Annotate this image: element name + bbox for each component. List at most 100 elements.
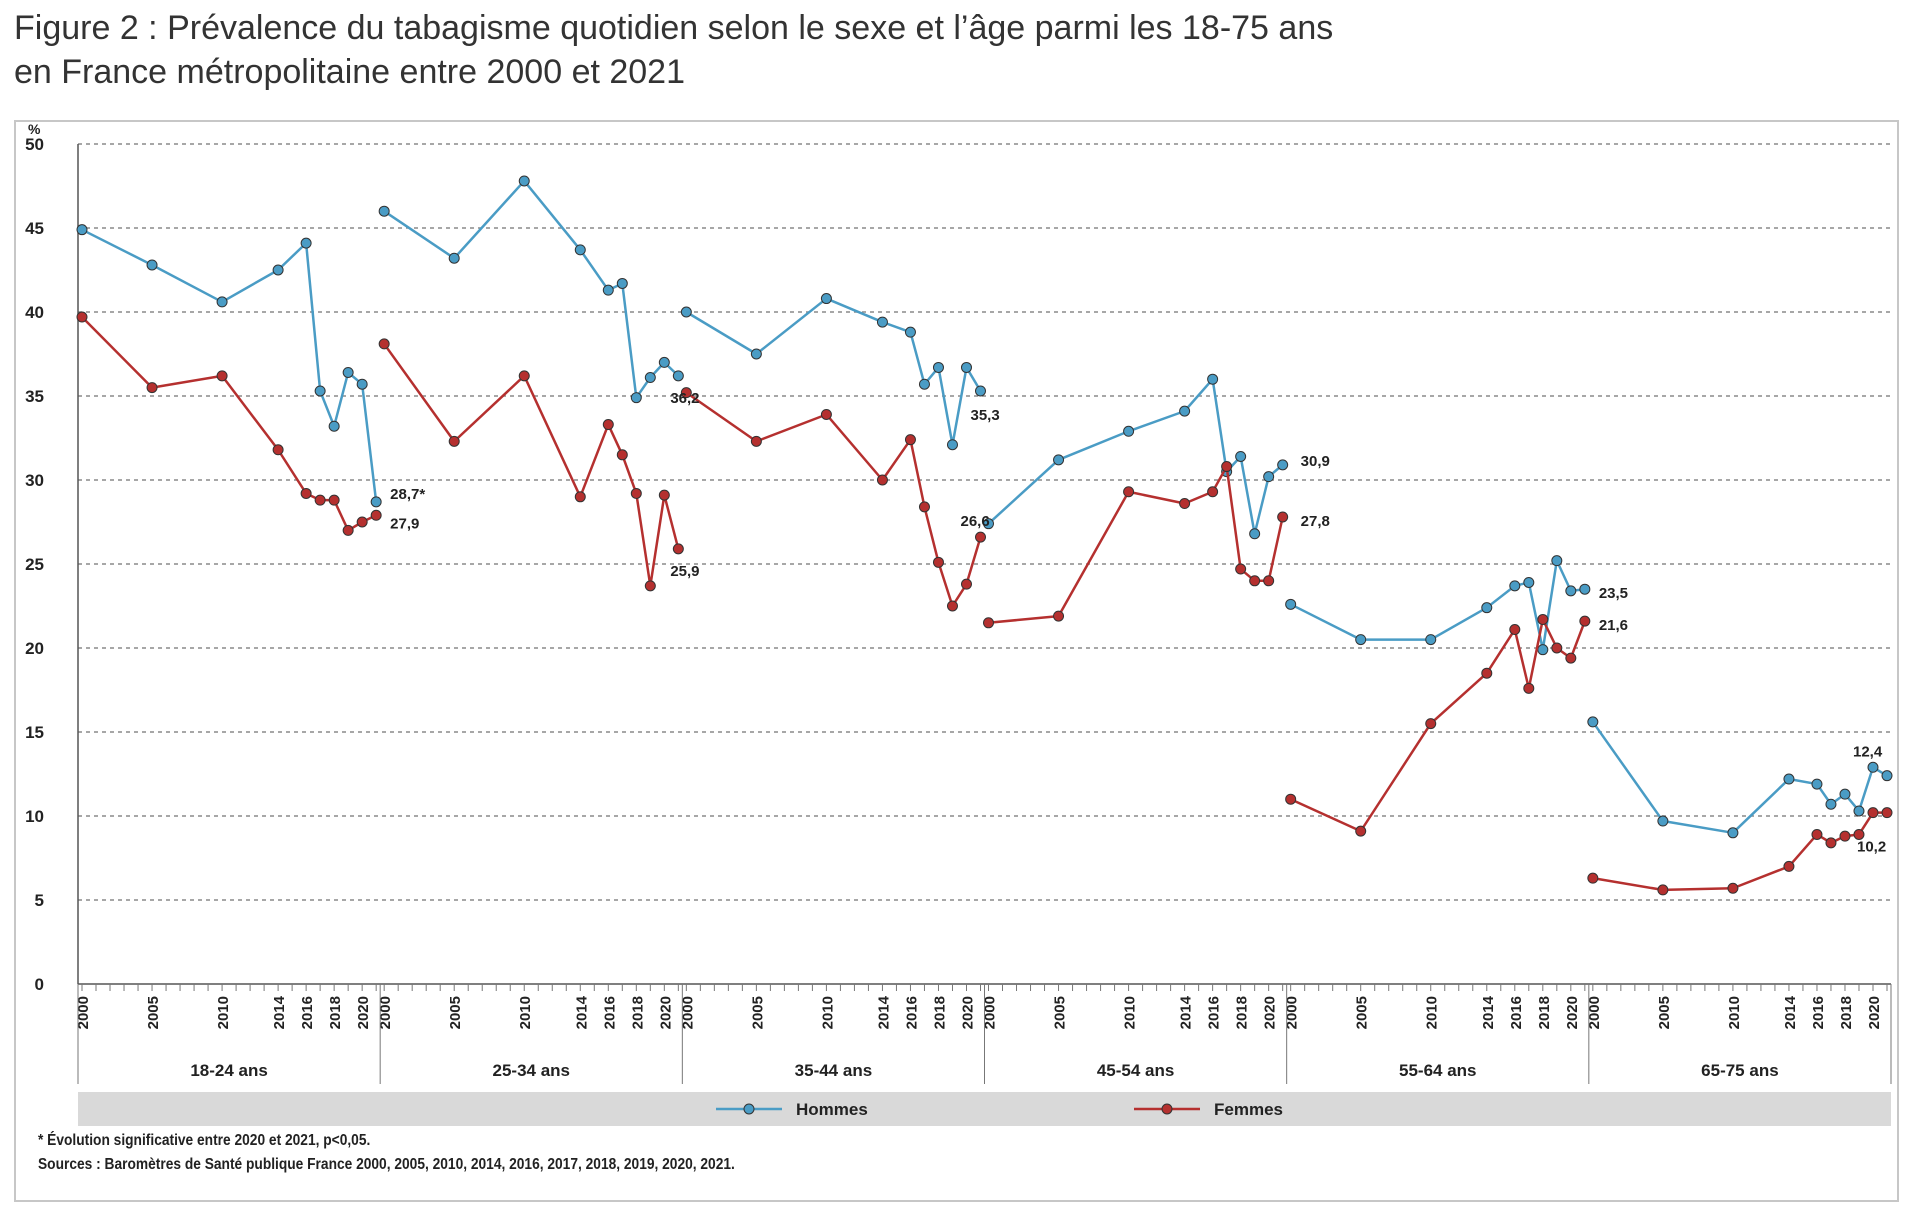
data-point-hommes [146, 259, 158, 271]
x-tick-label: 2014 [875, 995, 892, 1029]
data-point-hommes [1355, 634, 1367, 646]
data-point-hommes [680, 306, 692, 318]
data-point-femmes [574, 491, 586, 503]
data-point-femmes [1249, 575, 1261, 587]
data-point-femmes [1825, 837, 1837, 849]
data-point-hommes [1537, 644, 1549, 656]
data-point-hommes [1207, 373, 1219, 385]
data-point-hommes [644, 372, 656, 384]
data-point-hommes [630, 392, 642, 404]
data-point-hommes [370, 496, 382, 508]
data-point-hommes [602, 284, 614, 296]
data-point-hommes [1263, 471, 1275, 483]
data-point-femmes [1481, 667, 1493, 679]
data-label: 26,6 [961, 513, 990, 530]
series-line-femmes [685, 391, 982, 608]
data-point-hommes [1783, 773, 1795, 785]
data-point-femmes [1285, 793, 1297, 805]
x-tick-label: 2000 [982, 996, 999, 1029]
data-point-hommes [983, 518, 994, 530]
y-tick-label: 35 [25, 387, 44, 406]
x-tick-label: 2005 [1052, 996, 1069, 1029]
legend-band [78, 1092, 1891, 1126]
legend-label-femmes: Femmes [1214, 1100, 1283, 1119]
x-tick-label: 2010 [1726, 996, 1743, 1029]
data-point-hommes [960, 361, 972, 373]
data-point-femmes [1587, 872, 1599, 884]
data-point-femmes [876, 474, 888, 486]
x-tick-label: 2010 [819, 996, 836, 1029]
data-point-femmes [146, 382, 158, 394]
data-point-hommes [1587, 716, 1599, 728]
data-point-femmes [448, 435, 460, 447]
data-point-femmes [750, 435, 762, 447]
y-tick-label: 25 [25, 555, 44, 574]
series-line-femmes [1592, 811, 1887, 892]
data-point-femmes [658, 489, 670, 501]
data-point-femmes [1783, 860, 1795, 872]
x-tick-label: 2000 [1284, 996, 1301, 1029]
legend-label-hommes: Hommes [796, 1100, 868, 1119]
series-line-hommes [1290, 559, 1585, 651]
figure-title: Figure 2 : Prévalence du tabagisme quoti… [14, 6, 1333, 94]
x-tick-label: 2014 [271, 995, 288, 1029]
group-label: 65-75 ans [1701, 1061, 1779, 1080]
chart-frame: % 0 5 10 15 20 25 30 35 40 45 50 2000 2005 2010 2014 201… [14, 120, 1899, 1202]
data-point-femmes [216, 370, 228, 382]
y-tick-label: 40 [25, 303, 44, 322]
data-point-femmes [1509, 624, 1521, 636]
data-point-hommes [1179, 405, 1191, 417]
footnote-sources: Sources : Baromètres de Santé publique F… [38, 1156, 735, 1173]
data-point-femmes [1579, 615, 1591, 627]
group-label: 35-44 ans [795, 1061, 873, 1080]
y-tick-label: 20 [25, 639, 44, 658]
data-point-hommes [448, 252, 460, 264]
data-point-femmes [904, 434, 916, 446]
y-tick-label: 5 [35, 891, 44, 910]
series-line-femmes [988, 465, 1284, 625]
series-line-hommes [987, 377, 1284, 536]
data-point-femmes [616, 449, 628, 461]
x-tick-label: 2005 [145, 996, 162, 1029]
data-point-hommes [616, 277, 628, 289]
x-tick-label: 2020 [1262, 996, 1279, 1029]
data-label: 35,3 [971, 407, 1000, 424]
series-line-hommes [1591, 721, 1888, 835]
group-label: 45-54 ans [1097, 1061, 1175, 1080]
data-point-femmes [1839, 830, 1851, 842]
data-label: 23,5 [1599, 585, 1628, 602]
data-point-hommes [1811, 778, 1823, 790]
x-tick-label: 2016 [1810, 996, 1827, 1029]
data-point-hommes [1565, 585, 1577, 597]
x-tick-label: 2020 [355, 996, 372, 1029]
data-point-femmes [975, 531, 986, 543]
data-point-femmes [1425, 718, 1437, 730]
data-point-femmes [328, 494, 340, 506]
data-point-hommes [1481, 602, 1493, 614]
x-tick-label: 2010 [1122, 996, 1139, 1029]
x-tick-label: 2010 [517, 996, 534, 1029]
data-point-femmes [518, 370, 530, 382]
x-tick-label: 2005 [749, 996, 766, 1029]
data-label: 27,8 [1301, 513, 1330, 530]
data-point-hommes [1123, 425, 1135, 437]
x-tick-label: 2005 [1656, 996, 1673, 1029]
data-point-hommes [342, 366, 354, 378]
data-point-hommes [820, 293, 832, 305]
data-point-hommes [918, 378, 930, 390]
data-point-hommes [1249, 528, 1261, 540]
x-tick-label: 2000 [75, 996, 92, 1029]
data-label: 12,4 [1853, 744, 1883, 761]
data-point-femmes [644, 580, 656, 592]
data-point-femmes [1207, 486, 1219, 498]
series-line-hommes [81, 228, 378, 502]
data-point-hommes [1509, 580, 1521, 592]
data-point-femmes [1657, 884, 1669, 896]
data-point-hommes [300, 237, 312, 249]
data-point-femmes [672, 543, 684, 555]
data-point-hommes [328, 420, 340, 432]
x-tick-label: 2018 [327, 996, 344, 1029]
data-label: 30,9 [1301, 453, 1330, 470]
y-tick-label: 15 [25, 723, 44, 742]
x-tick-label: 2010 [1424, 996, 1441, 1029]
